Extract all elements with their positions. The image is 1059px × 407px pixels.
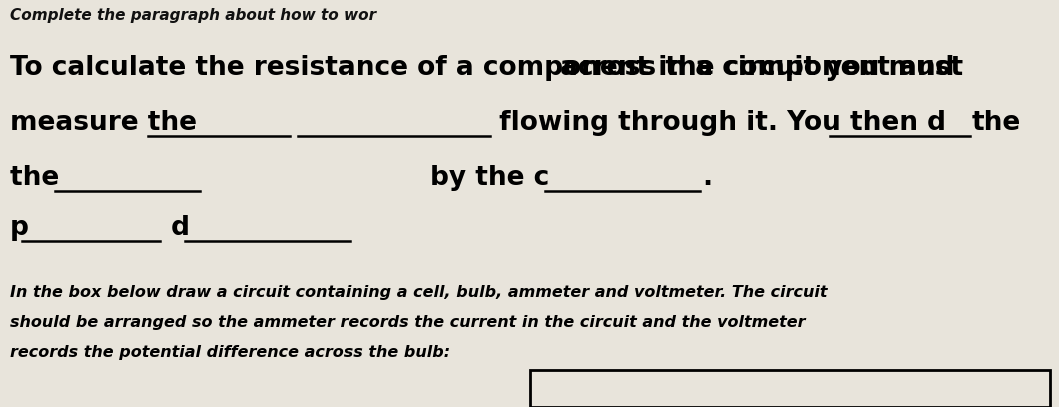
Text: In the box below draw a circuit containing a cell, bulb, ammeter and voltmeter. : In the box below draw a circuit containi… — [10, 285, 827, 300]
Text: .: . — [702, 165, 712, 191]
Text: p: p — [10, 215, 29, 241]
Text: To calculate the resistance of a component in a circuit you must: To calculate the resistance of a compone… — [10, 55, 963, 81]
Text: d: d — [162, 215, 190, 241]
Text: the: the — [10, 165, 69, 191]
Text: across the component and: across the component and — [560, 55, 954, 81]
Text: records the potential difference across the bulb:: records the potential difference across … — [10, 345, 450, 360]
Text: the: the — [972, 110, 1021, 136]
Bar — [530, 370, 1051, 407]
Text: Complete the paragraph about how to wor: Complete the paragraph about how to wor — [10, 8, 376, 23]
Text: flowing through it. You then d: flowing through it. You then d — [490, 110, 946, 136]
Text: should be arranged so the ammeter records the current in the circuit and the vol: should be arranged so the ammeter record… — [10, 315, 806, 330]
Text: measure the: measure the — [10, 110, 207, 136]
Text: by the c: by the c — [430, 165, 550, 191]
